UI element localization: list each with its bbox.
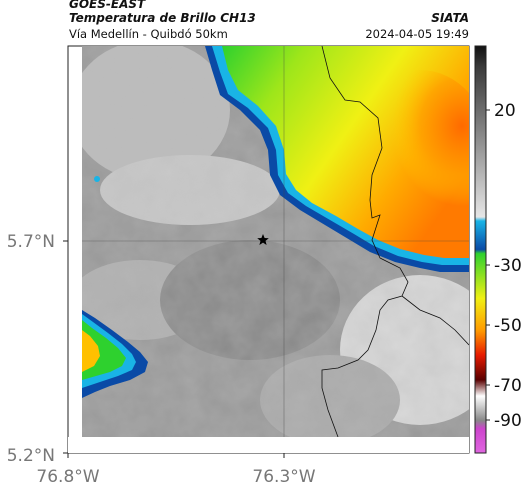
lon-label: 76.8°W <box>36 467 99 487</box>
colorbar-tick-label: -30 <box>494 256 522 276</box>
map-subtitle: Vía Medellín - Quibdó 50km <box>69 27 228 41</box>
product-title: Temperatura de Brillo CH13 <box>69 11 256 25</box>
colorbar-tick-label: 20 <box>494 101 516 121</box>
map-datetime: 2024-04-05 19:49 <box>365 27 469 41</box>
lat-label: 5.7°N <box>7 232 55 252</box>
colorbar-tick-label: -90 <box>494 411 522 431</box>
colorbar-scale <box>474 45 487 454</box>
colorbar-tick-label: -50 <box>494 316 522 336</box>
lat-label: 5.2°N <box>7 446 55 466</box>
star-icon <box>257 234 269 245</box>
colorbar-tick-label: -70 <box>494 376 522 396</box>
satellite-image <box>82 46 469 437</box>
satellite-title: GOES-EAST <box>69 0 146 11</box>
organization-name: SIATA <box>431 11 469 25</box>
lon-label: 76.3°W <box>252 467 315 487</box>
